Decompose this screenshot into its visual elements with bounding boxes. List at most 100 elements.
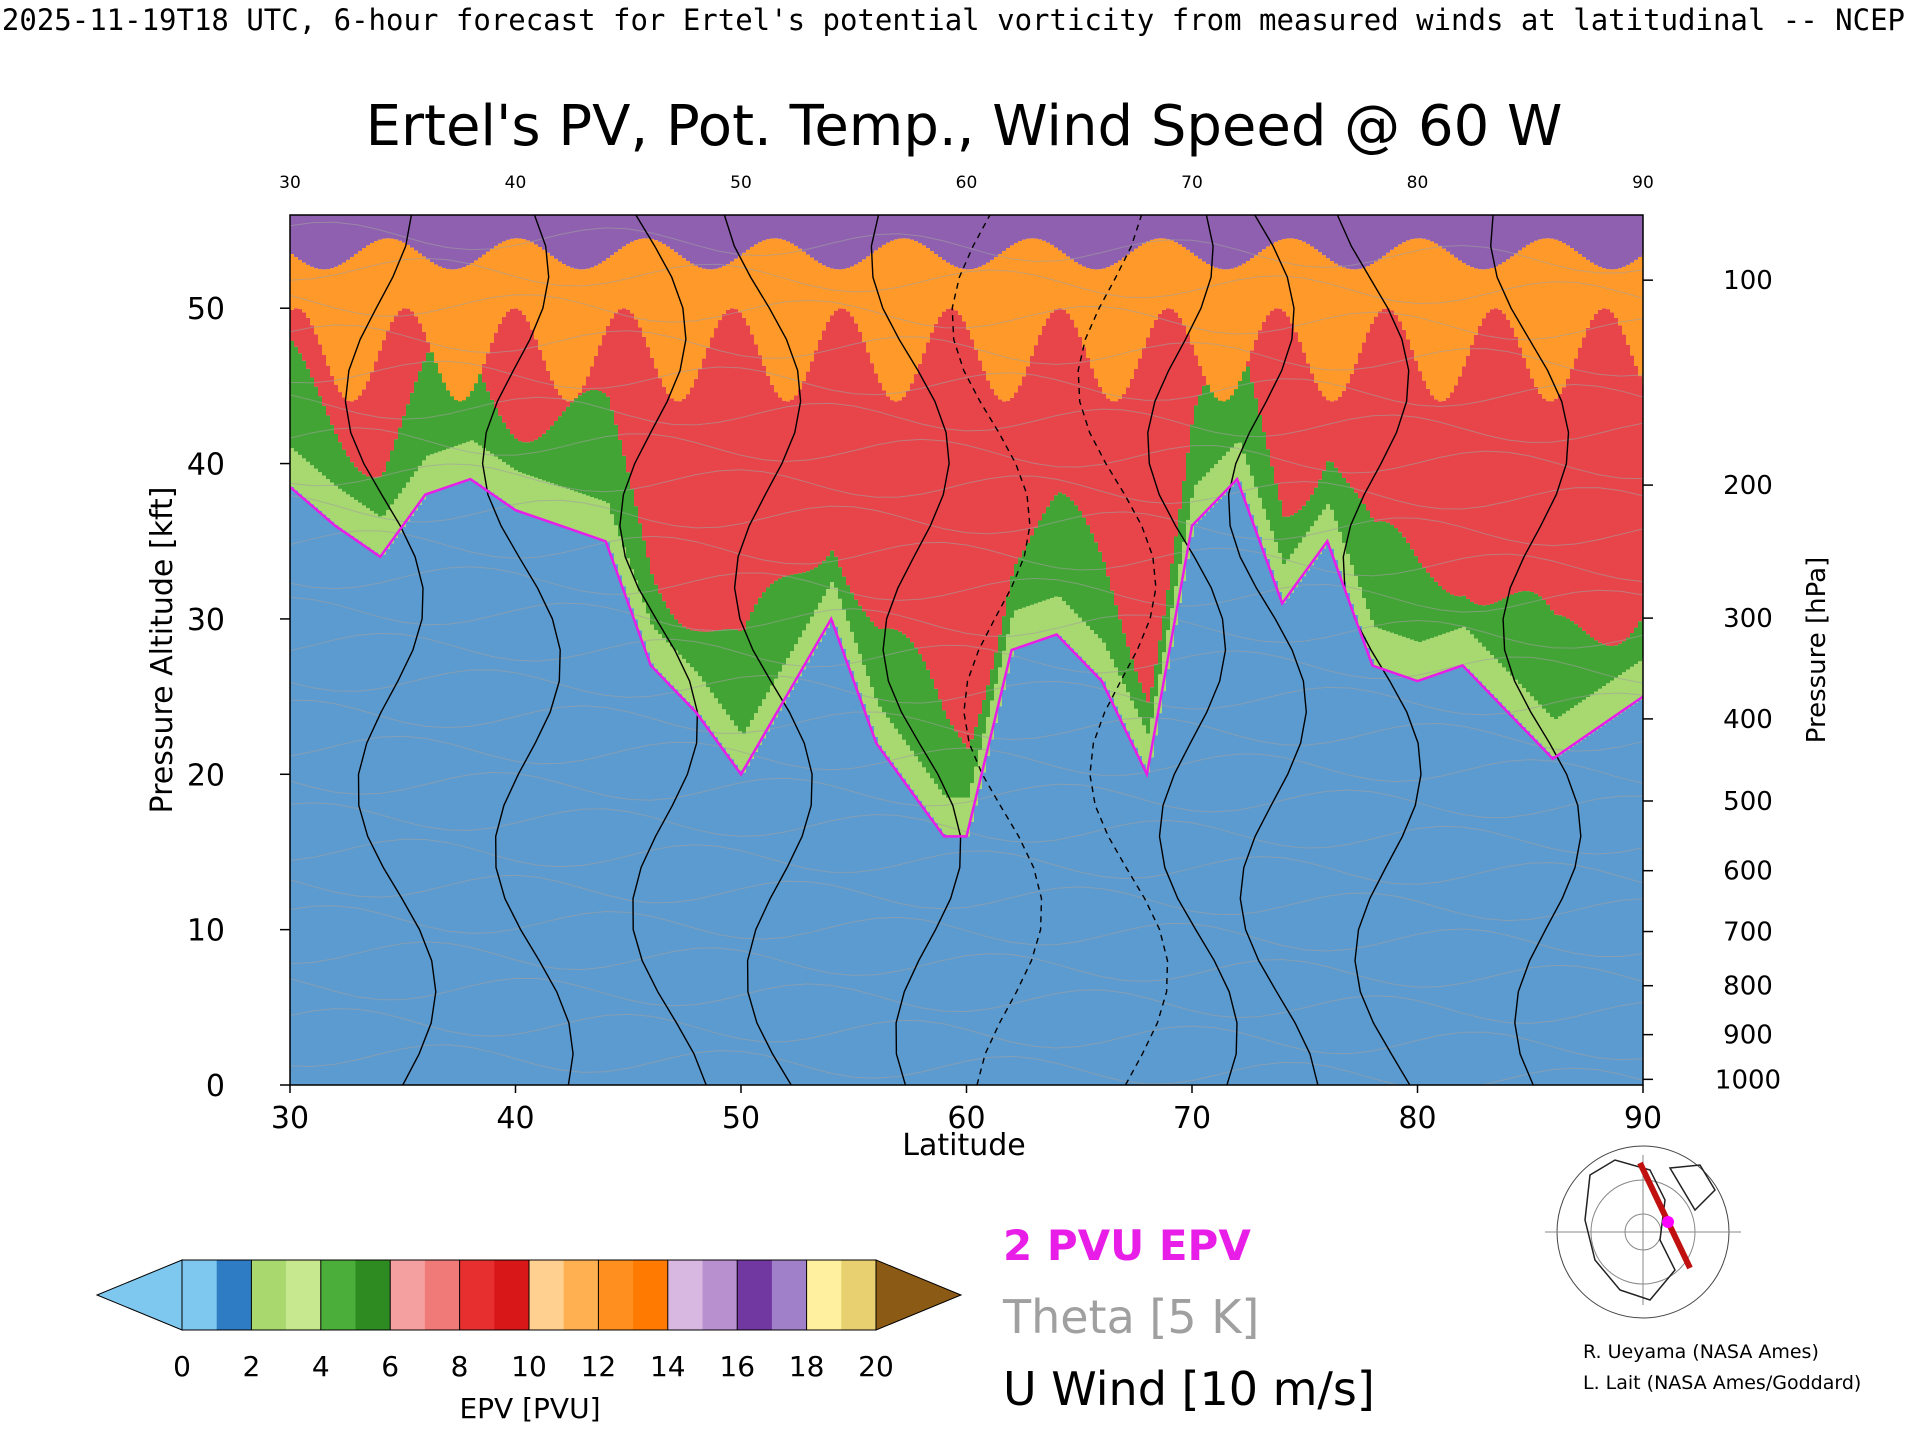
pv-cell [622,215,627,247]
pv-cell [1458,260,1463,377]
pv-cell [410,311,415,393]
pv-cell [1034,238,1039,346]
pv-cell [1350,269,1355,374]
pv-cell [986,380,991,686]
pv-cell [706,687,711,727]
pv-cell [1610,645,1615,681]
pv-cell [1130,659,1135,701]
pv-cell [322,215,327,270]
pv-cell [1574,705,1579,745]
pv-cell [1082,215,1087,267]
pv-cell [1234,482,1239,1085]
pv-cell [522,314,527,443]
pv-cell [1414,360,1419,557]
pv-cell [1546,604,1551,713]
pv-cell [450,447,455,487]
pv-cell [578,215,583,270]
pv-cell [854,323,859,600]
pv-cell [1378,667,1383,1085]
pv-cell [1286,238,1291,317]
pv-cell [314,215,319,269]
pv-cell [578,395,583,493]
pv-cell [534,477,539,517]
pv-cell [1506,710,1511,1085]
pv-cell [966,748,971,798]
pv-cell [1446,592,1451,633]
pv-cell [666,681,671,1085]
pv-cell [1618,674,1623,714]
pv-cell [454,215,459,270]
pv-cell [1034,642,1039,1085]
pv-cell [1546,751,1551,1085]
pv-cell [1170,563,1175,609]
pv-cell [430,493,435,1085]
pv-cell [522,442,527,474]
pv-cell [578,269,583,393]
pv-cell [334,434,339,486]
pv-cell [674,689,679,1085]
pv-cell [1426,639,1431,679]
pv-cell [326,215,331,270]
pv-cell [1486,215,1491,269]
pv-cell [1606,309,1611,646]
pv-cell [478,484,483,1085]
pv-cell [1534,593,1539,701]
pv-cell [1446,397,1451,593]
pv-cell [1326,215,1331,259]
pv-cell [970,269,975,340]
pv-cell [1546,238,1551,402]
pv-cell [806,571,811,624]
pv-cell [1410,239,1415,350]
pv-cell [646,652,651,1085]
pv-cell [382,215,387,239]
pv-cell [586,268,591,377]
pv-cell [694,671,699,711]
pv-cell [846,585,851,621]
pv-cell [1554,757,1559,1085]
pv-field [290,215,1643,1085]
pv-cell [1454,668,1459,1085]
pv-cell [402,308,407,416]
pv-cell [402,415,407,488]
pv-cell [302,497,307,1085]
pv-cell [722,266,727,314]
pv-cell [462,267,467,401]
pv-cell [1318,215,1323,253]
pv-cell [1266,215,1271,247]
pv-cell [1046,599,1051,639]
pv-cell [850,631,855,671]
pv-cell [906,745,911,785]
pv-cell [1018,557,1023,609]
pv-cell [690,706,695,1085]
pv-cell [478,257,483,375]
pv-cell [910,239,915,384]
pv-cell [1130,251,1135,379]
pv-cell [590,535,595,1085]
pv-cell [306,215,311,265]
pv-cell [1118,215,1123,261]
pv-cell [1122,722,1127,1085]
pv-cell [558,485,563,525]
pv-cell [582,215,587,270]
pv-cell [1570,248,1575,369]
pv-cell [1158,713,1163,1085]
pv-cell [1490,693,1495,1085]
pv-cell [1406,339,1411,543]
pv-cell [310,325,315,378]
pv-cell [562,264,567,400]
pv-cell [1522,688,1527,727]
pv-cell [862,664,867,704]
pv-cell [1474,268,1479,335]
theta-contour [290,977,1643,1024]
pv-cell [1366,266,1371,333]
pv-cell [554,420,559,485]
theta-contour [290,771,1643,819]
pv-cell [814,215,819,261]
pv-cell [374,552,379,1085]
pv-cell [330,375,335,425]
pv-cell [646,215,651,239]
pv-cell [1306,363,1311,501]
pv-cell [1638,376,1643,622]
pv-cell [518,511,523,1085]
pv-cell [1442,215,1447,249]
